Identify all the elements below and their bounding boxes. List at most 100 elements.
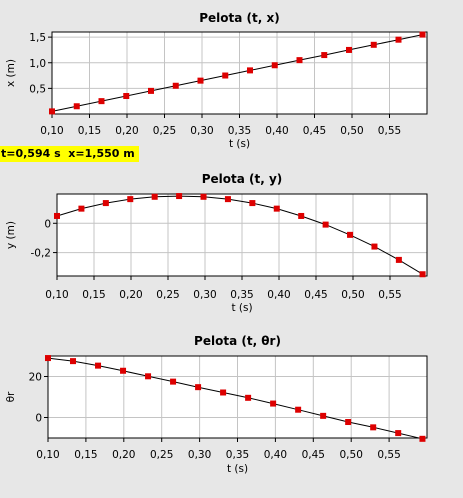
x-tick-label: 0,25 — [153, 125, 176, 137]
data-point — [45, 355, 51, 362]
x-tick-label: 0,30 — [188, 449, 211, 461]
data-point — [95, 362, 102, 369]
data-point — [172, 82, 179, 89]
x-tick-label: 0,10 — [45, 289, 68, 301]
data-point — [395, 256, 402, 263]
chart-title: Pelota (t, y) — [202, 172, 283, 186]
data-point — [151, 193, 158, 200]
x-tick-label: 0,10 — [36, 449, 59, 461]
data-point — [347, 231, 354, 238]
cursor-readout: t=0,594 s x=1,550 m — [0, 146, 139, 162]
y-axis-label: x (m) — [5, 59, 17, 87]
x-tick-label: 0,55 — [378, 289, 401, 301]
x-axis-label: t (s) — [231, 302, 252, 314]
x-axis-label: t (s) — [229, 138, 250, 150]
y-tick-label: 20 — [29, 372, 42, 384]
x-axis-label: t (s) — [227, 463, 248, 475]
data-point — [249, 200, 256, 207]
x-tick-label: 0,50 — [340, 125, 363, 137]
data-point — [395, 430, 402, 437]
x-tick-label: 0,20 — [112, 449, 135, 461]
data-point — [247, 67, 253, 74]
x-tick-label: 0,35 — [228, 125, 251, 137]
x-tick-label: 0,20 — [115, 125, 138, 137]
data-point — [224, 196, 231, 203]
x-tick-label: 0,35 — [226, 449, 249, 461]
x-tick-label: 0,15 — [74, 449, 97, 461]
x-tick-label: 0,15 — [82, 289, 105, 301]
data-point — [73, 103, 80, 110]
series-line — [47, 357, 423, 440]
x-tick-label: 0,40 — [264, 449, 287, 461]
data-point — [120, 367, 127, 374]
y-tick-label: 1,0 — [29, 58, 46, 70]
data-point — [220, 389, 227, 396]
data-point — [321, 52, 328, 59]
data-point — [270, 400, 277, 407]
x-tick-label: 0,55 — [377, 449, 400, 461]
chart-2: 0,10 0,15 0,20 0,25 0,30 0,35 0,40 0,45 0,50 0,55… — [5, 172, 428, 314]
data-point — [346, 46, 352, 53]
x-tick-label: 0,50 — [340, 449, 363, 461]
data-point — [78, 205, 85, 212]
data-point — [419, 271, 426, 278]
data-point — [145, 373, 152, 380]
x-tick-label: 0,45 — [304, 289, 327, 301]
x-tick-label: 0,20 — [119, 289, 142, 301]
data-point — [197, 77, 204, 84]
chart-title: Pelota (t, x) — [199, 11, 279, 25]
x-tick-label: 0,45 — [303, 125, 326, 137]
data-point — [395, 36, 402, 43]
data-point — [222, 72, 229, 79]
data-point — [127, 196, 134, 203]
y-tick-label: 0 — [35, 413, 42, 425]
data-point — [170, 378, 177, 385]
data-point — [298, 212, 305, 219]
y-tick-label: 0 — [44, 218, 51, 230]
y-tick-label: 0,5 — [29, 83, 46, 95]
data-point — [295, 406, 302, 413]
data-point — [345, 419, 352, 426]
series-line — [51, 34, 423, 112]
data-point — [370, 41, 377, 48]
chart-title: Pelota (t, θr) — [194, 334, 281, 348]
chart-1: 0,10 0,15 0,20 0,25 0,30 0,35 0,40 0,45 0,50 0,55… — [5, 11, 428, 150]
data-point — [322, 221, 329, 228]
x-tick-label: 0,25 — [150, 449, 173, 461]
x-tick-label: 0,55 — [378, 125, 401, 137]
data-point — [102, 200, 109, 207]
data-point — [370, 424, 377, 431]
data-point — [419, 31, 426, 38]
y-tick-label: -0,2 — [31, 248, 52, 260]
x-tick-label: 0,35 — [230, 289, 253, 301]
data-point — [123, 93, 130, 100]
x-tick-label: 0,30 — [193, 289, 216, 301]
data-point — [371, 243, 378, 250]
series-line — [56, 195, 423, 275]
chart-3: 0,10 0,15 0,20 0,25 0,30 0,35 0,40 0,45 0,50 0,55… — [5, 334, 428, 475]
x-tick-label: 0,40 — [265, 125, 288, 137]
data-point — [148, 87, 154, 94]
x-tick-label: 0,25 — [156, 289, 179, 301]
y-axis-label: y (m) — [5, 221, 17, 249]
data-point — [98, 98, 105, 105]
x-tick-label: 0,45 — [302, 449, 325, 461]
data-point — [296, 57, 303, 64]
x-tick-label: 0,40 — [267, 289, 290, 301]
data-point — [200, 193, 207, 200]
data-point — [54, 212, 60, 219]
y-axis-label: θr — [5, 391, 17, 402]
data-point — [245, 394, 252, 401]
data-point — [271, 62, 278, 69]
data-point — [273, 205, 280, 212]
data-point — [195, 384, 202, 391]
data-point — [419, 435, 426, 442]
data-point — [49, 108, 55, 115]
x-tick-label: 0,15 — [78, 125, 101, 137]
data-point — [70, 358, 77, 365]
x-tick-label: 0,30 — [190, 125, 213, 137]
x-tick-label: 0,50 — [341, 289, 364, 301]
data-point — [320, 412, 327, 419]
x-tick-label: 0,10 — [40, 125, 63, 137]
